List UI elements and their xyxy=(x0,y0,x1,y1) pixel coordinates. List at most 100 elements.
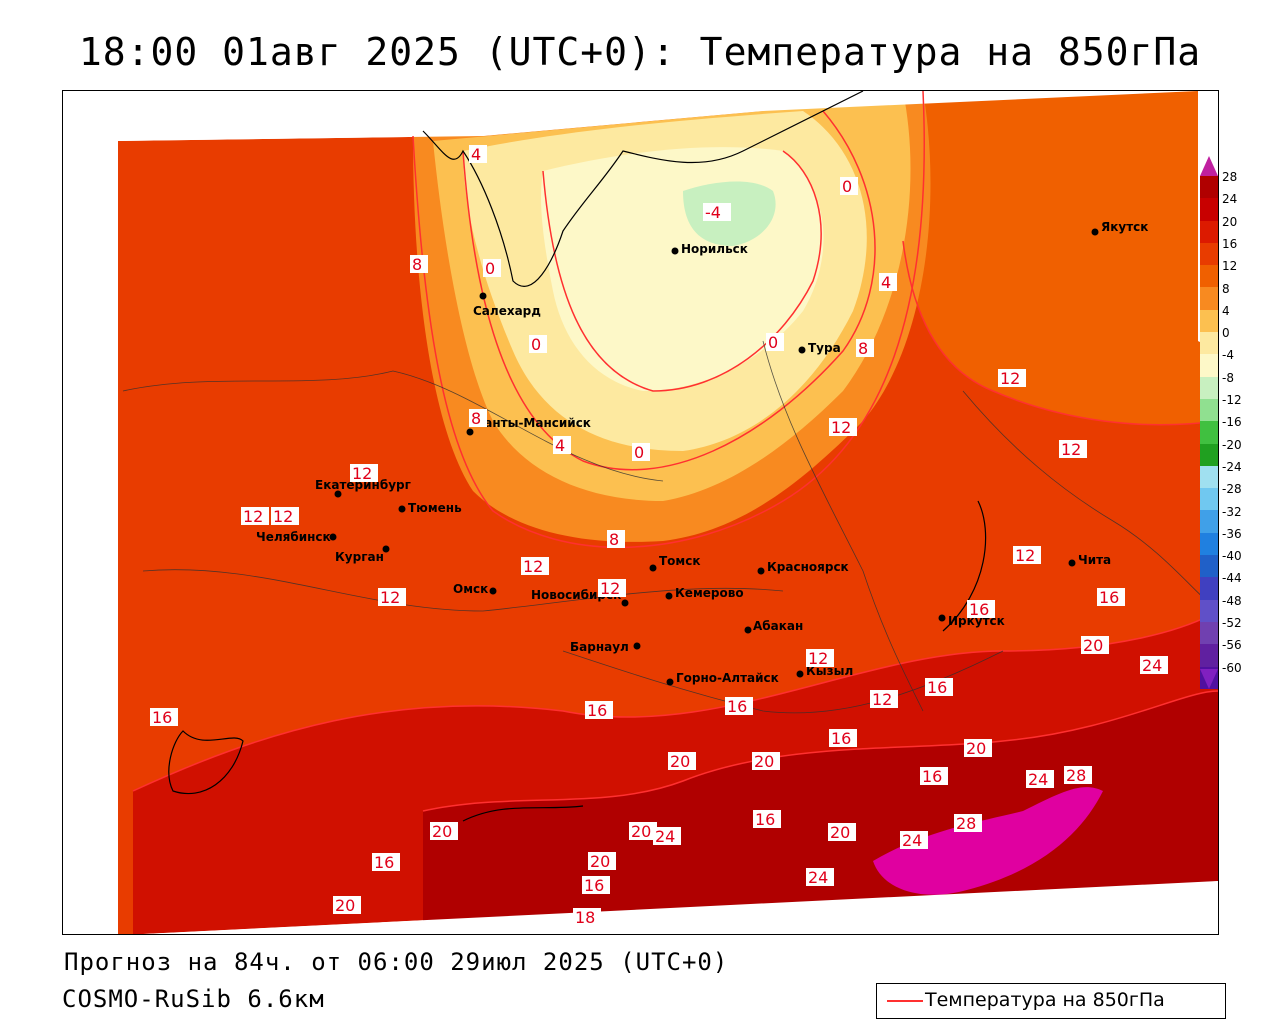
contour-label: 12 xyxy=(829,418,857,437)
contour-label: 4 xyxy=(553,436,571,455)
svg-text:24: 24 xyxy=(655,827,675,846)
city-norilsk: Норильск xyxy=(671,242,748,256)
legend: Температура на 850гПа xyxy=(876,983,1226,1019)
svg-text:20: 20 xyxy=(432,822,452,841)
outside-domain-bottom xyxy=(143,881,1218,934)
svg-text:16: 16 xyxy=(587,701,607,720)
contour-label: 16 xyxy=(150,708,178,727)
svg-text:8: 8 xyxy=(609,530,619,549)
city-kemerovo: Кемерово xyxy=(665,586,744,600)
colorbar-tick-label: -4 xyxy=(1222,348,1234,363)
contour-label: 12 xyxy=(598,579,626,598)
contour-label: 20 xyxy=(629,822,657,841)
contour-label: 0 xyxy=(529,335,547,354)
contour-label: 20 xyxy=(752,752,780,771)
svg-text:24: 24 xyxy=(808,868,828,887)
colorbar-tick-label: -40 xyxy=(1222,549,1242,564)
colorbar-tick-label: -52 xyxy=(1222,616,1242,630)
svg-text:12: 12 xyxy=(1000,369,1020,388)
svg-text:12: 12 xyxy=(243,507,263,526)
colorbar-tick-label: -20 xyxy=(1222,437,1242,452)
colorbar-swatch xyxy=(1200,287,1218,310)
svg-text:16: 16 xyxy=(1099,588,1119,607)
map-area[interactable]: Якутск Норильск Салехард Тура Ханты-Манс… xyxy=(62,90,1219,935)
colorbar-tick-label: -8 xyxy=(1222,370,1234,385)
contour-label: 8 xyxy=(607,530,625,549)
contour-label: 24 xyxy=(1140,656,1168,675)
colorbar-swatches xyxy=(1200,176,1218,689)
city-barnaul: Барнаул xyxy=(570,640,641,654)
colorbar-swatch xyxy=(1200,510,1218,533)
svg-text:24: 24 xyxy=(1028,770,1048,789)
colorbar-swatch xyxy=(1200,176,1218,199)
colorbar-swatch xyxy=(1200,198,1218,221)
svg-text:24: 24 xyxy=(1142,656,1162,675)
svg-text:Якутск: Якутск xyxy=(1101,220,1148,234)
svg-text:0: 0 xyxy=(485,259,495,278)
colorbar-tick-label: 16 xyxy=(1222,236,1238,251)
city-yakutsk: Якутск xyxy=(1091,220,1148,236)
city-khanty-mansiysk: Ханты-Мансийск xyxy=(466,416,591,436)
svg-text:20: 20 xyxy=(754,752,774,771)
colorbar-swatch xyxy=(1200,577,1218,600)
city-krasnoyarsk: Красноярск xyxy=(757,560,849,575)
svg-text:Екатеринбург: Екатеринбург xyxy=(315,478,411,492)
svg-text:16: 16 xyxy=(831,729,851,748)
svg-text:12: 12 xyxy=(872,690,892,709)
city-tomsk: Томск xyxy=(649,554,701,572)
contour-label: 20 xyxy=(333,896,361,915)
svg-text:16: 16 xyxy=(727,697,747,716)
contour-label: 24 xyxy=(900,831,928,850)
colorbar-tick-label: 8 xyxy=(1222,281,1230,296)
colorbar-swatch xyxy=(1200,376,1218,399)
legend-line-swatch xyxy=(887,1000,923,1002)
contour-lines xyxy=(132,91,1218,812)
contour-label: 0 xyxy=(632,443,650,462)
contour-label: 12 xyxy=(1059,440,1087,459)
city-omsk: Омск xyxy=(453,582,497,596)
svg-text:Омск: Омск xyxy=(453,582,488,596)
map-title: 18:00 01авг 2025 (UTC+0): Температура на… xyxy=(78,30,1202,74)
contour-label: 16 xyxy=(753,810,781,829)
contour-label: 20 xyxy=(828,823,856,842)
city-tyumen: Тюмень xyxy=(398,501,462,515)
svg-text:28: 28 xyxy=(956,814,976,833)
colorbar-swatch xyxy=(1200,398,1218,422)
colorbar-swatch xyxy=(1200,621,1218,645)
contour-label: 24 xyxy=(806,868,834,887)
svg-text:12: 12 xyxy=(380,588,400,607)
contour-label: 20 xyxy=(668,752,696,771)
contour-label: 16 xyxy=(582,876,610,895)
svg-text:Абакан: Абакан xyxy=(753,619,803,633)
svg-text:16: 16 xyxy=(152,708,172,727)
field-ne-orange xyxy=(903,91,1218,425)
svg-text:12: 12 xyxy=(523,557,543,576)
svg-text:12: 12 xyxy=(831,418,851,437)
svg-text:20: 20 xyxy=(335,896,355,915)
colorbar-swatch xyxy=(1200,644,1218,667)
colorbar-swatch xyxy=(1200,220,1218,243)
colorbar-top-arrow xyxy=(1200,156,1218,176)
svg-text:12: 12 xyxy=(600,579,620,598)
contour-value-labels: 4 8 0 -4 0 4 0 0 8 12 8 4 0 12 12 12 12 … xyxy=(150,145,1168,927)
svg-text:20: 20 xyxy=(670,752,690,771)
contour-label: 4 xyxy=(469,145,487,164)
contour-label: 12 xyxy=(1013,546,1041,565)
contour-label: 12 xyxy=(241,507,269,526)
city-kurgan: Курган xyxy=(335,545,390,564)
contour-label: 24 xyxy=(1026,770,1054,789)
contour-label: 8 xyxy=(410,255,428,274)
svg-text:12: 12 xyxy=(1015,546,1035,565)
colorbar-swatch xyxy=(1200,599,1218,622)
contour-label: -4 xyxy=(703,203,731,222)
svg-text:20: 20 xyxy=(631,822,651,841)
contour-label: 16 xyxy=(967,600,995,619)
colorbar-swatch xyxy=(1200,265,1218,288)
svg-text:Тюмень: Тюмень xyxy=(408,501,462,515)
city-gorno-altaysk: Горно-Алтайск xyxy=(666,671,779,686)
svg-text:12: 12 xyxy=(808,649,828,668)
contour-label: 16 xyxy=(372,853,400,872)
colorbar-tick-label: -24 xyxy=(1222,459,1242,474)
svg-text:16: 16 xyxy=(927,678,947,697)
svg-text:Горно-Алтайск: Горно-Алтайск xyxy=(676,671,779,685)
